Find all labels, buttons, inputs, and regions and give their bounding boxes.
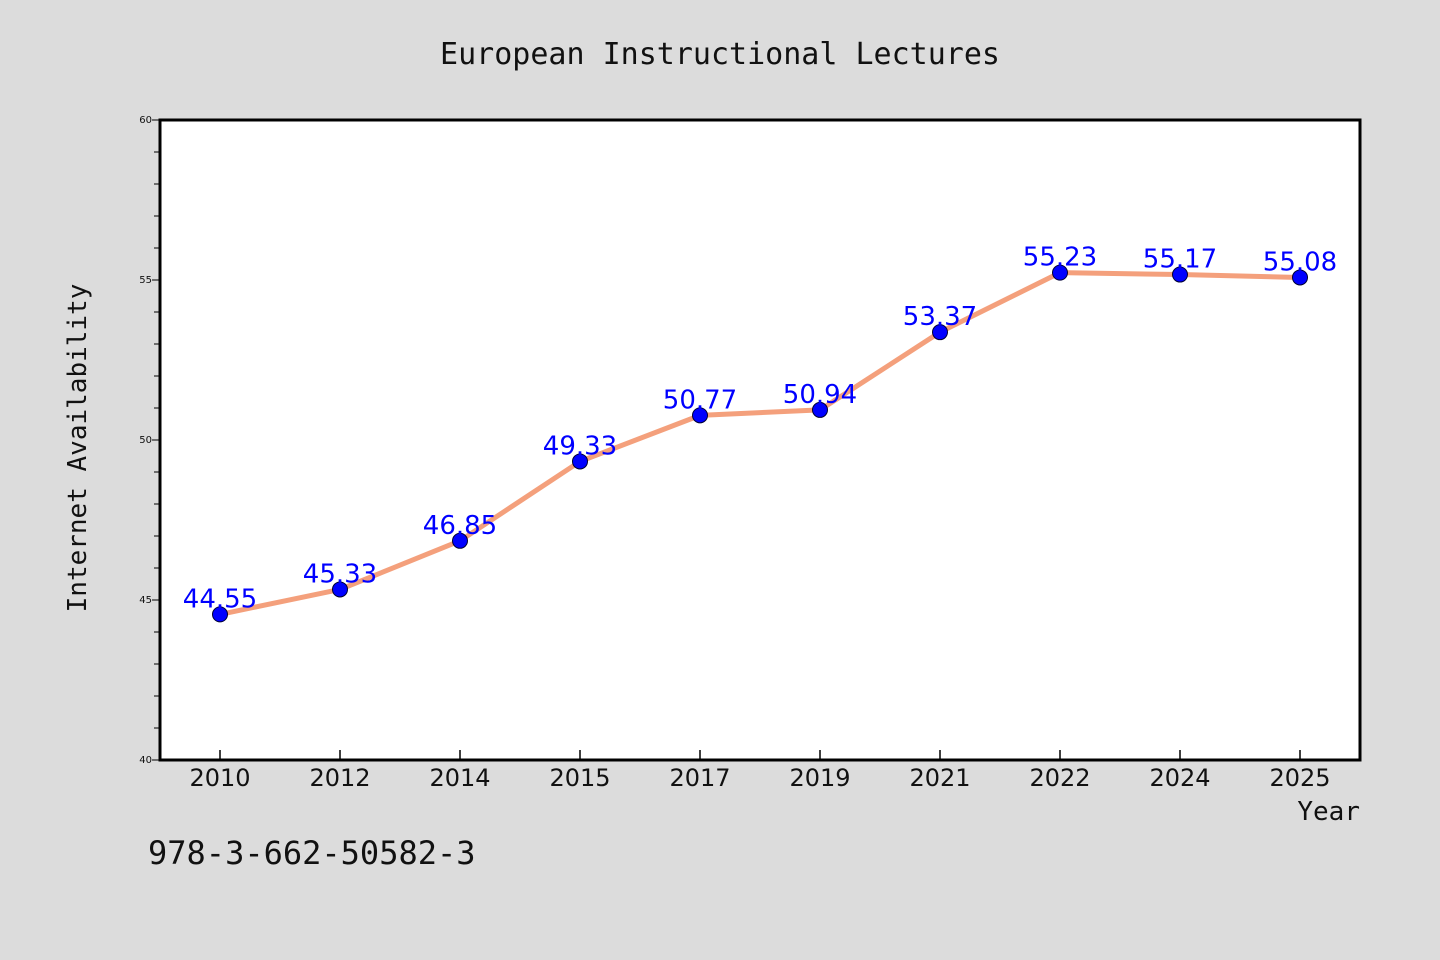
series-line-segment: [1177, 272, 1303, 280]
y-tick-label: 60: [139, 115, 152, 126]
y-axis-ticks: 40 45 50 55 60: [139, 115, 160, 766]
series-line-segment: [937, 270, 1063, 335]
series-line-segment: [697, 407, 823, 418]
x-tick-label: 2015: [549, 764, 610, 792]
series-line-segment: [217, 586, 343, 617]
data-point-label: 53.37: [903, 302, 977, 332]
data-point-label: 50.77: [663, 385, 737, 415]
x-tick-label: 2025: [1269, 764, 1330, 792]
data-point-marker: [212, 606, 228, 623]
x-tick-label: 2012: [309, 764, 370, 792]
series-line-segment: [337, 538, 463, 592]
plot-area: [158, 118, 1362, 762]
x-tick-label: 2017: [669, 764, 730, 792]
footer-code: 978-3-662-50582-3: [148, 834, 476, 872]
data-point-label: 55.17: [1143, 245, 1217, 275]
y-axis-label: Internet Availability: [63, 284, 93, 613]
series-line-segment: [817, 329, 943, 413]
data-point-marker: [1052, 264, 1068, 281]
x-tick-label: 2014: [429, 764, 490, 792]
data-point-label: 55.23: [1023, 243, 1097, 273]
data-point-label: 44.55: [183, 584, 257, 614]
data-point-label: 55.08: [1263, 247, 1337, 277]
y-tick-label: 40: [139, 755, 152, 766]
data-point-marker: [1292, 269, 1308, 286]
data-point-marker: [572, 453, 588, 470]
data-point-marker: [332, 581, 348, 598]
series-data-labels: 44.55 45.33 46.85 49.33 50.77 50.94 53.37 55.23…: [183, 243, 1337, 615]
series-line-segment: [457, 458, 583, 544]
series-line-group: [217, 270, 1303, 617]
data-point-marker: [452, 532, 468, 549]
y-tick-label: 50: [139, 435, 152, 446]
data-point-marker: [1172, 266, 1188, 283]
x-axis-ticks: 2010 2012 2014 2015 2017 2019 2021 2022 2024 2025: [189, 750, 1331, 792]
y-tick-label: 55: [139, 275, 152, 286]
series-line-segment: [577, 412, 703, 464]
data-point-label: 50.94: [783, 380, 857, 410]
data-point-marker: [692, 407, 708, 424]
x-tick-label: 2021: [909, 764, 970, 792]
series-line-segment: [1057, 270, 1183, 278]
x-tick-label: 2024: [1149, 764, 1210, 792]
x-tick-label: 2010: [189, 764, 250, 792]
x-tick-label: 2019: [789, 764, 850, 792]
data-point-label: 46.85: [423, 511, 497, 541]
chart-title: European Instructional Lectures: [440, 37, 1000, 72]
data-point-marker: [812, 401, 828, 418]
x-tick-label: 2022: [1029, 764, 1090, 792]
data-point-marker: [932, 324, 948, 341]
x-axis-label: Year: [1297, 797, 1360, 827]
series-markers: [212, 264, 1308, 623]
data-point-label: 45.33: [303, 559, 377, 589]
y-tick-label: 45: [139, 595, 152, 606]
data-point-label: 49.33: [543, 431, 617, 461]
